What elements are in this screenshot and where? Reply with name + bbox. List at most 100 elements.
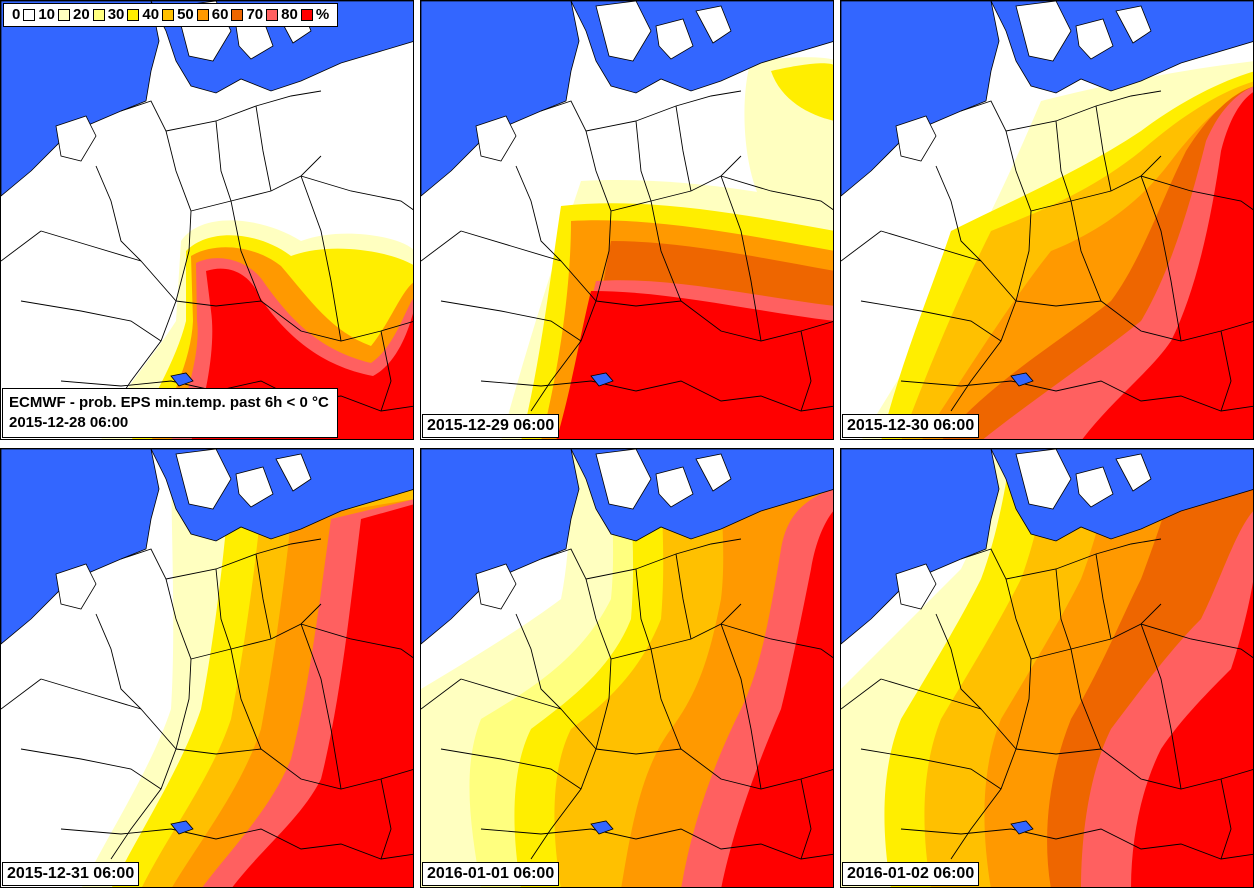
country-border-12	[515, 613, 562, 710]
map-panel-1: ECMWF - prob. EPS min.temp. past 6h < 0 …	[0, 0, 414, 440]
country-border-13	[421, 678, 462, 710]
country-border-12	[95, 165, 142, 262]
country-border-15	[1220, 778, 1232, 860]
country-border-8	[880, 230, 1017, 302]
island-1	[475, 115, 517, 162]
country-border-8	[460, 678, 597, 750]
legend-label-70: 70	[246, 6, 264, 23]
country-border-13	[421, 230, 462, 262]
country-border-14	[1140, 175, 1253, 211]
probability-map-6	[841, 449, 1253, 887]
country-border-9	[440, 300, 582, 342]
country-border-11	[650, 648, 682, 750]
map-title: ECMWF - prob. EPS min.temp. past 6h < 0 …	[9, 394, 329, 411]
legend-swatch-80	[300, 9, 313, 21]
island-4	[695, 453, 732, 492]
island-2	[1015, 449, 1072, 510]
legend-label-60: 60	[211, 6, 229, 23]
country-border-12	[935, 613, 982, 710]
island-3	[235, 466, 274, 508]
probability-zone-9	[556, 291, 833, 439]
country-border-9	[20, 300, 162, 342]
country-border-10	[900, 380, 1253, 412]
island-4	[1115, 5, 1152, 44]
map-panel-6: 2016-01-02 06:00	[840, 448, 1254, 888]
country-border-13	[1, 230, 42, 262]
country-border-15	[800, 330, 812, 412]
country-border-15	[1220, 330, 1232, 412]
country-border-1	[110, 100, 192, 412]
island-3	[655, 18, 694, 60]
island-2	[595, 1, 652, 62]
legend-label-50: 50	[177, 6, 194, 23]
lake-icon	[170, 372, 194, 387]
country-border-11	[1070, 200, 1102, 302]
probability-zone-7	[721, 511, 833, 887]
country-border-5	[1055, 120, 1072, 202]
country-border-5	[635, 568, 652, 650]
panel-date-3: 2015-12-30 06:00	[842, 414, 980, 438]
country-border-8	[40, 230, 177, 302]
country-border-13	[841, 678, 882, 710]
country-border-12	[95, 613, 142, 710]
country-border-9	[440, 748, 582, 790]
country-border-6	[255, 553, 272, 640]
legend-swatch-0	[23, 9, 36, 21]
lake-icon	[170, 820, 194, 835]
lake-icon	[590, 820, 614, 835]
country-border-12	[515, 165, 562, 262]
legend-label-80: 80	[281, 6, 298, 23]
probability-map-1	[1, 1, 413, 439]
probability-map-4	[1, 449, 413, 887]
country-border-6	[1095, 105, 1112, 192]
panel-date-6: 2016-01-02 06:00	[842, 862, 980, 886]
country-border-9	[20, 748, 162, 790]
country-border-9	[860, 300, 1002, 342]
country-border-11	[230, 200, 262, 302]
legend-label-0: 0	[12, 6, 21, 23]
island-2	[595, 449, 652, 510]
country-border-6	[255, 105, 272, 192]
island-4	[1115, 453, 1152, 492]
country-border-1	[530, 548, 612, 860]
country-border-6	[1095, 553, 1112, 640]
panel-date-2: 2015-12-29 06:00	[422, 414, 560, 438]
legend-swatch-60	[231, 9, 244, 21]
country-border-7	[1140, 175, 1182, 342]
country-border-5	[215, 568, 232, 650]
country-border-1	[110, 548, 192, 860]
legend-swatch-20	[92, 9, 105, 21]
lake-icon	[1010, 372, 1034, 387]
probability-map-2	[421, 1, 833, 439]
country-border-15	[380, 330, 392, 412]
island-4	[695, 5, 732, 44]
country-border-10	[60, 828, 413, 860]
island-1	[55, 563, 97, 610]
panel-date-4: 2015-12-31 06:00	[2, 862, 140, 886]
country-border-5	[215, 120, 232, 202]
probability-zone-4	[771, 63, 833, 121]
legend-swatch-50	[196, 9, 209, 21]
country-border-13	[1, 678, 42, 710]
probability-map-5	[421, 449, 833, 887]
legend-swatch-30	[127, 9, 140, 21]
country-border-10	[900, 828, 1253, 860]
country-border-11	[230, 648, 262, 750]
panel-date-1: 2015-12-28 06:00	[9, 414, 129, 431]
legend-label-10: 10	[38, 6, 56, 23]
island-1	[895, 115, 937, 162]
legend-unit: %	[315, 6, 330, 23]
map-panel-3: 2015-12-30 06:00	[840, 0, 1254, 440]
country-border-10	[480, 828, 833, 860]
country-border-6	[675, 553, 692, 640]
country-border-1	[950, 100, 1032, 412]
country-border-14	[720, 175, 833, 211]
country-border-8	[40, 678, 177, 750]
lake-icon	[1010, 820, 1034, 835]
probability-map-3	[841, 1, 1253, 439]
legend-label-30: 30	[107, 6, 125, 23]
island-3	[1075, 466, 1114, 508]
island-1	[55, 115, 97, 162]
country-border-15	[380, 778, 392, 860]
map-panel-4: 2015-12-31 06:00	[0, 448, 414, 888]
